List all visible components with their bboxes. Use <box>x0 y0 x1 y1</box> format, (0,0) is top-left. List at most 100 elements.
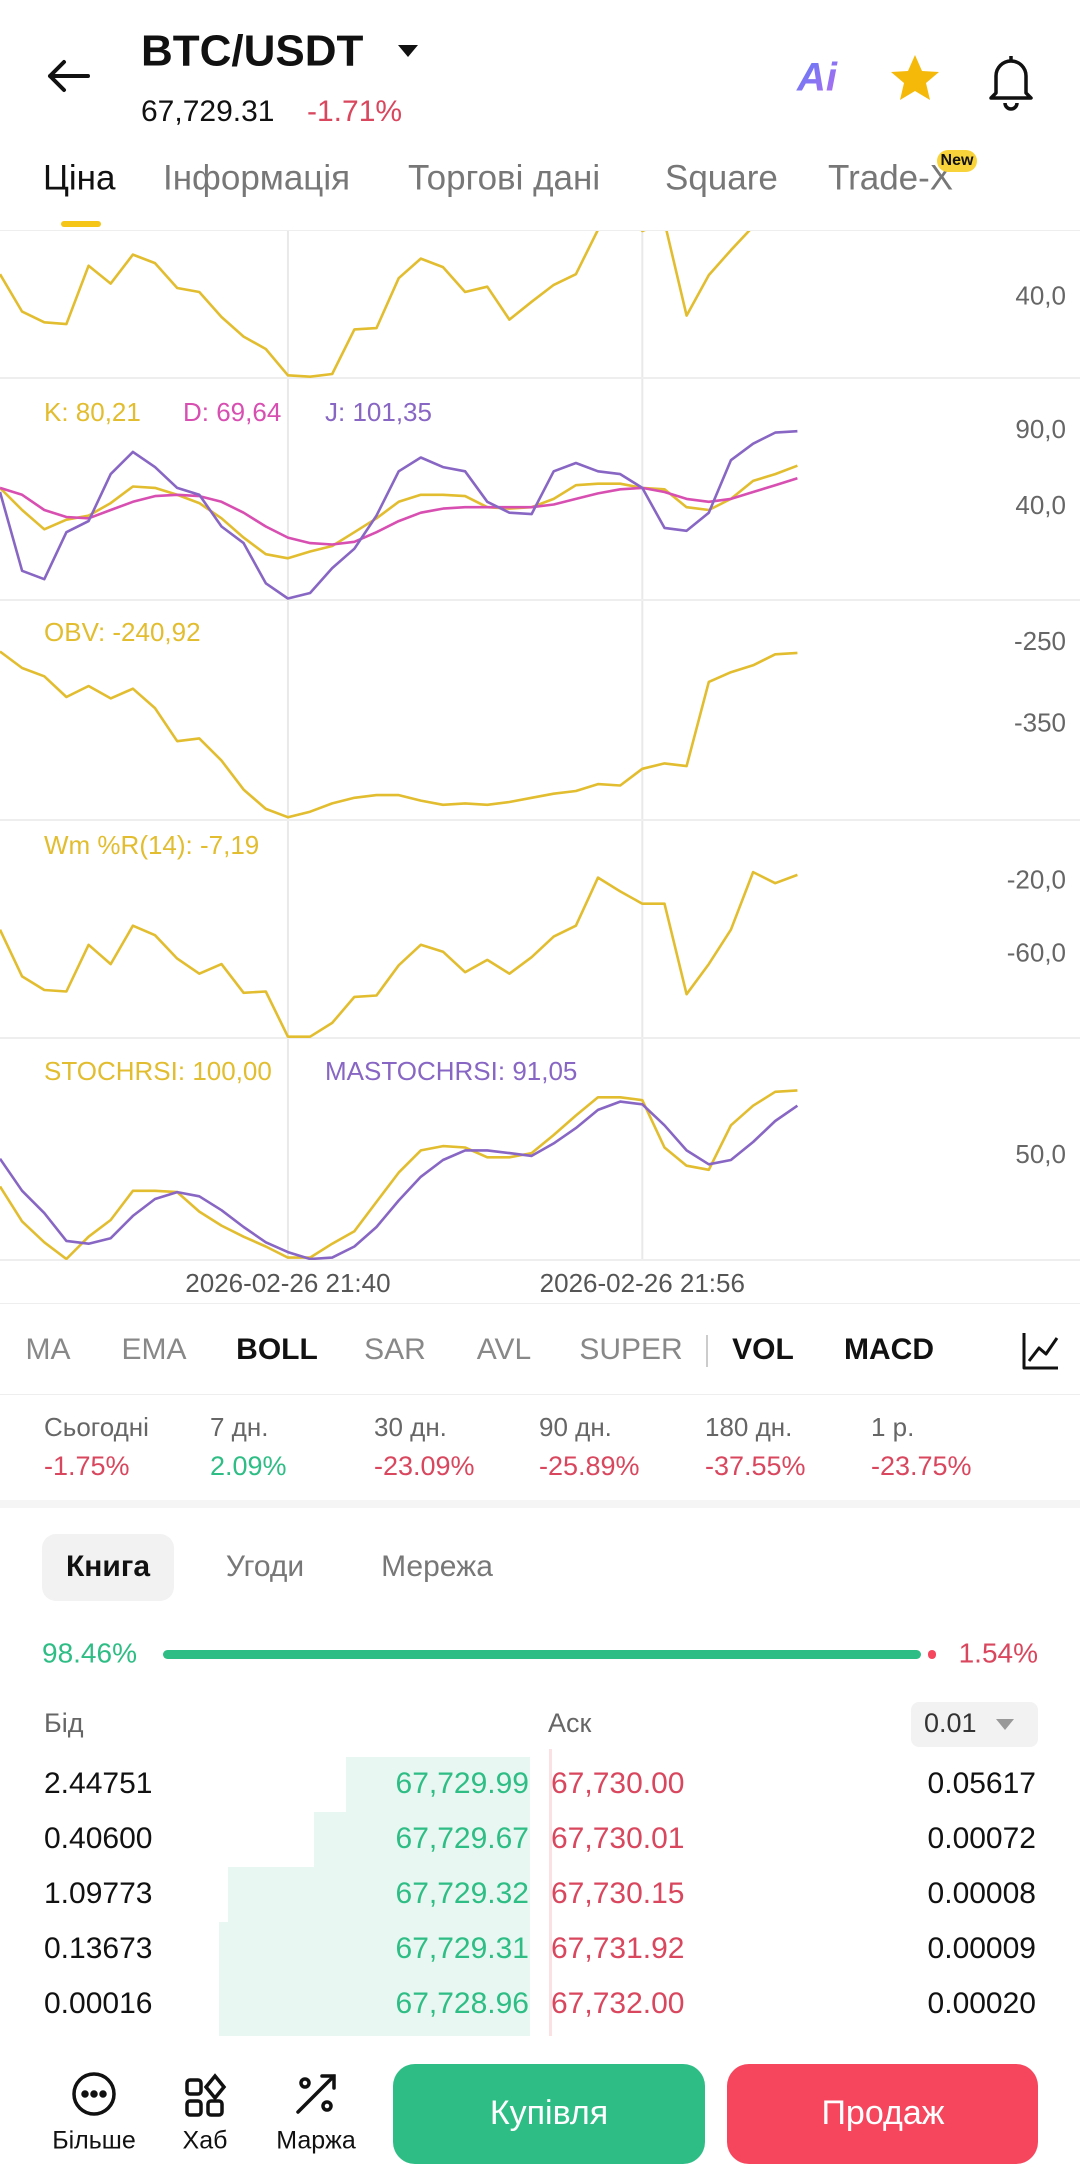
ask-header: Аск <box>548 1708 592 1738</box>
plot <box>0 870 798 1038</box>
divider <box>0 230 1080 231</box>
indicator-tab[interactable]: BOLL <box>236 1333 318 1366</box>
back-button[interactable] <box>48 60 90 92</box>
last-price: 67,729.31 <box>141 95 274 128</box>
indicator-tab[interactable]: MACD <box>844 1333 934 1366</box>
depth-bar <box>228 1867 530 1923</box>
nav-label[interactable]: Маржа <box>276 2127 356 2155</box>
legend-label: K: 80,21 <box>44 397 141 427</box>
bid-header: Бід <box>44 1708 84 1738</box>
bell-icon[interactable] <box>989 56 1033 111</box>
ask-price: 67,730.01 <box>551 1822 684 1855</box>
bid-amount: 1.09773 <box>44 1877 152 1910</box>
indicator-tab[interactable]: SAR <box>364 1333 426 1366</box>
hub-icon[interactable] <box>185 2073 227 2117</box>
ask-ratio: 1.54% <box>959 1637 1038 1668</box>
indicator-line <box>0 476 798 546</box>
more-icon[interactable] <box>72 2072 116 2116</box>
tab[interactable]: Інформація <box>163 158 350 197</box>
pair-dropdown[interactable] <box>398 45 418 57</box>
y-tick-label: -20,0 <box>1007 865 1066 895</box>
legend-label: J: 101,35 <box>325 397 432 427</box>
divider <box>0 1303 1080 1304</box>
legend-label: MASTOCHRSI: 91,05 <box>325 1056 577 1086</box>
new-badge-label: New <box>941 152 974 169</box>
ask-price: 67,730.15 <box>551 1877 684 1910</box>
book-tab[interactable]: Книга <box>66 1550 150 1583</box>
period-change: -25.89% <box>539 1451 640 1481</box>
indicator-line <box>0 650 798 819</box>
bid-amount: 0.40600 <box>44 1822 152 1855</box>
ask-divider <box>549 1749 552 2036</box>
bid-price: 67,729.99 <box>396 1767 529 1800</box>
nav-label[interactable]: Хаб <box>183 2127 228 2155</box>
period-change: -1.75% <box>44 1451 130 1481</box>
section-gap <box>0 1500 1080 1508</box>
indicator-line <box>0 231 751 378</box>
bid-price: 67,729.32 <box>396 1877 529 1910</box>
y-tick-label: 40,0 <box>1015 281 1066 311</box>
bid-price: 67,728.96 <box>396 1987 529 2020</box>
ask-amount: 0.00020 <box>928 1987 1036 2020</box>
tab[interactable]: Ціна <box>43 158 116 197</box>
indicator-tab[interactable]: EMA <box>121 1333 186 1366</box>
sell-label[interactable]: Продаж <box>821 2094 944 2132</box>
buy-button[interactable] <box>393 2064 705 2164</box>
legend-label: D: 69,64 <box>183 397 281 427</box>
ai-icon[interactable]: Ai <box>796 56 838 100</box>
pair-title: BTC/USDT <box>141 27 364 76</box>
plot <box>0 429 798 600</box>
active-tab-pill[interactable] <box>42 1534 174 1601</box>
bid-price: 67,729.31 <box>396 1932 529 1965</box>
ask-amount: 0.00009 <box>928 1932 1036 1965</box>
plot <box>0 1089 799 1260</box>
book-tab[interactable]: Угоди <box>226 1550 304 1583</box>
nav-label[interactable]: Більше <box>52 2127 136 2155</box>
precision-dropdown[interactable] <box>911 1702 1038 1747</box>
depth-bar <box>314 1812 530 1868</box>
ask-ratio-bar <box>928 1650 936 1659</box>
tab[interactable]: Торгові дані <box>408 158 600 197</box>
x-tick-label: 2026-02-26 21:40 <box>185 1268 390 1298</box>
favorite-icon[interactable] <box>891 55 939 100</box>
indicator-tab[interactable]: MA <box>26 1333 71 1366</box>
bid-ratio: 98.46% <box>42 1637 137 1668</box>
ask-amount: 0.00072 <box>928 1822 1036 1855</box>
indicator-tab[interactable]: SUPER <box>579 1333 682 1366</box>
precision-label: 0.01 <box>924 1708 977 1738</box>
period-label: 180 дн. <box>705 1412 792 1442</box>
period-change: -37.55% <box>705 1451 806 1481</box>
period-change: 2.09% <box>210 1451 287 1481</box>
ask-amount: 0.05617 <box>928 1767 1036 1800</box>
indicator-tab[interactable]: AVL <box>477 1333 531 1366</box>
period-change: -23.75% <box>871 1451 972 1481</box>
book-tab[interactable]: Мережа <box>381 1550 493 1583</box>
depth-bar <box>219 1977 530 2036</box>
tab[interactable]: Trade-X <box>828 158 953 197</box>
sell-button[interactable] <box>727 2064 1038 2164</box>
bid-amount: 2.44751 <box>44 1767 152 1800</box>
price-change: -1.71% <box>307 95 402 128</box>
bid-amount: 0.13673 <box>44 1932 152 1965</box>
bid-depth <box>219 1757 530 2036</box>
legend-label: OBV: -240,92 <box>44 617 201 647</box>
y-tick-label: -60,0 <box>1007 937 1066 967</box>
tab[interactable]: Square <box>665 158 778 197</box>
period-label: Сьогодні <box>44 1412 149 1442</box>
y-tick-label: 50,0 <box>1015 1139 1066 1169</box>
indicator-line <box>0 429 798 600</box>
margin-icon[interactable] <box>296 2074 336 2114</box>
period-label: 90 дн. <box>539 1412 612 1442</box>
indicator-tab[interactable]: VOL <box>732 1333 794 1366</box>
y-tick-label: -350 <box>1014 708 1066 738</box>
ask-price: 67,730.00 <box>551 1767 684 1800</box>
buy-label[interactable]: Купівля <box>490 2094 608 2132</box>
indicator-line <box>0 870 798 1038</box>
period-change: -23.09% <box>374 1451 475 1481</box>
y-tick-label: 90,0 <box>1015 414 1066 444</box>
indicator-line <box>0 1100 799 1260</box>
chart-settings-icon[interactable] <box>1022 1333 1059 1370</box>
x-tick-label: 2026-02-26 21:56 <box>540 1268 745 1298</box>
